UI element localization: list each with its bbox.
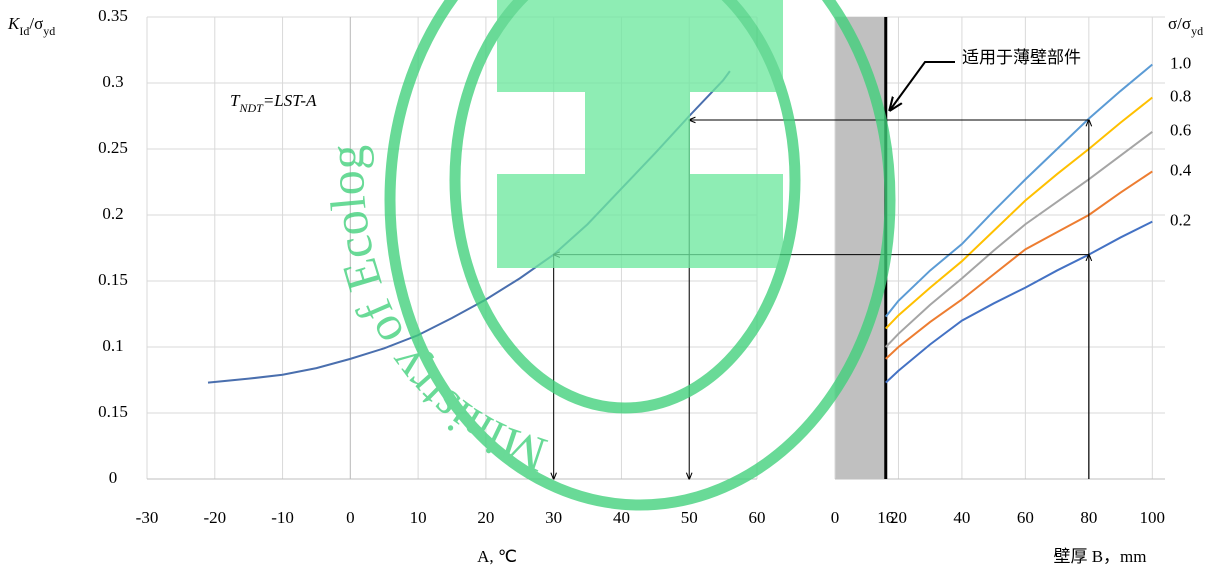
y-tick-label: 0.15 [98,270,128,289]
x-tick-label: 10 [410,508,427,527]
x-tick-label: -10 [271,508,294,527]
logo-part [497,0,783,92]
annotation-pointer [890,61,955,110]
x-tick-label: 60 [749,508,766,527]
legend-label: 0.6 [1170,121,1191,140]
y-tick-label: 0.25 [98,138,128,157]
x-tick-label: 30 [545,508,562,527]
x-tick-label: 40 [613,508,630,527]
thin-wall-band [835,17,886,479]
x-tick-label: 0 [346,508,355,527]
data-line [885,96,1153,330]
label-part: K [7,14,21,33]
x-tick-label: -20 [203,508,226,527]
label-part: NDT [238,101,264,115]
x-tick-label: 0 [831,508,840,527]
y-tick-label: 0.2 [102,204,123,223]
logo-part [497,174,783,268]
annotation: 适用于薄壁部件 [962,48,1081,67]
annotation: TNDT=LST-A [230,91,317,115]
data-line [885,131,1153,348]
x-tick-label: 60 [1017,508,1034,527]
legend-label: 1.0 [1170,53,1191,72]
watermark: Ministry of Ecolog [318,0,896,511]
x-tick-label: 20 [477,508,494,527]
logo-part [585,92,690,174]
data-line [885,170,1153,360]
legend-title: σ/σyd [1168,14,1203,38]
seal-ring [449,0,801,414]
legend-label: 0.4 [1170,160,1192,179]
x-tick-label: 16 [877,508,894,527]
label-part: yd [1191,24,1203,38]
x-axis-label: A, ℃ [477,547,517,566]
data-line [885,220,1153,384]
label-part: yd [43,24,55,38]
legend-label: 0.8 [1170,86,1191,105]
x-axis-label: 壁厚 B，mm [1053,547,1146,566]
legend-label: 0.2 [1170,211,1191,230]
x-tick-label: 50 [681,508,698,527]
x-tick-label: 100 [1140,508,1166,527]
x-tick-label: 80 [1080,508,1097,527]
data-line [884,63,1153,318]
y-tick-label: 0.1 [102,336,123,355]
x-tick-label: -30 [136,508,159,527]
x-tick-label: 40 [953,508,970,527]
seal-ring [384,0,896,511]
y-tick-label: 0.3 [102,72,123,91]
y-tick-label: 0.15 [98,402,128,421]
y-axis-label: KId/σyd [7,14,55,38]
label-part: /σ [29,14,43,33]
label-part: σ/σ [1168,14,1191,33]
y-tick-label: 0.35 [98,6,128,25]
y-tick-label: 0 [109,468,118,487]
label-part: Id [19,24,29,38]
x-tick-label: 20 [890,508,907,527]
label-part: T [230,91,241,110]
label-part: =LST-A [263,91,317,110]
